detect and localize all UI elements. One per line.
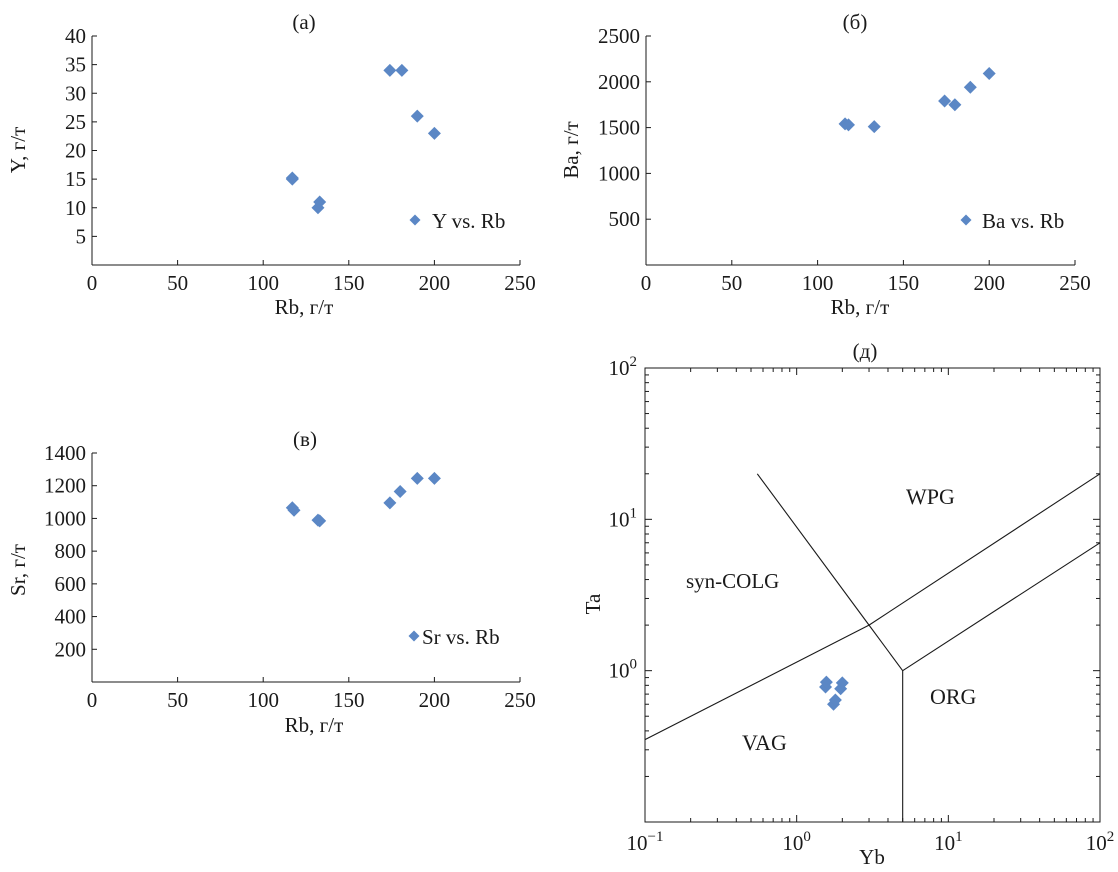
x-tick-label-v-0: 0	[87, 688, 98, 712]
x-tick-label-a-250: 250	[504, 271, 536, 295]
chart-title-b: (б)	[843, 10, 868, 34]
field-boundary-5	[902, 542, 1101, 672]
legend-marker-v	[408, 630, 420, 642]
data-point-v-7	[427, 471, 441, 485]
chart-title-a: (а)	[292, 10, 315, 34]
legend-label-a: Y vs. Rb	[432, 209, 505, 233]
x-tick-label-b-250: 250	[1059, 271, 1091, 295]
y-tick-label-v-600: 600	[55, 572, 87, 596]
data-point-v-3	[313, 514, 327, 528]
y-axis-label-a: Y, г/т	[6, 127, 30, 174]
x-tick-label-v-50: 50	[167, 688, 188, 712]
chart-title-v: (в)	[293, 427, 317, 451]
x-tick-label-v-150: 150	[333, 688, 365, 712]
data-point-a-6	[410, 109, 424, 123]
data-point-v-5	[393, 484, 407, 498]
y-tick-label-v-200: 200	[55, 637, 87, 661]
x-tick-label-d-3: 102	[1086, 829, 1115, 855]
field-boundary-2	[756, 473, 870, 626]
data-point-b-6	[982, 67, 996, 81]
x-tick-label-a-100: 100	[247, 271, 279, 295]
data-point-a-7	[427, 126, 441, 140]
field-label-vag: VAG	[742, 730, 787, 755]
data-point-b-3	[938, 94, 952, 108]
x-tick-label-d-2: 101	[934, 829, 963, 855]
y-tick-label-a-5: 5	[76, 224, 87, 248]
x-tick-label-d-0: 10−1	[627, 829, 664, 855]
y-tick-label-a-20: 20	[65, 139, 86, 163]
x-tick-label-v-250: 250	[504, 688, 536, 712]
y-tick-label-v-400: 400	[55, 605, 87, 629]
y-tick-label-d-2: 102	[609, 354, 638, 380]
chart-panel-b: (б) Rb, г/т Ba, г/т Ba vs. Rb 0 50 100 150 2…	[559, 10, 1091, 319]
data-point-d-1	[819, 675, 833, 689]
data-point-b-1	[841, 118, 855, 132]
y-tick-label-d-1: 101	[609, 505, 638, 531]
y-axis-label-b: Ba, г/т	[559, 121, 583, 178]
field-label-org: ORG	[930, 684, 977, 709]
legend-label-v: Sr vs. Rb	[422, 625, 500, 649]
y-tick-label-b-2000: 2000	[598, 70, 640, 94]
chart-title-d: (д)	[853, 339, 878, 363]
y-tick-label-a-25: 25	[65, 110, 86, 134]
data-point-b-4	[948, 98, 962, 112]
y-tick-label-b-1000: 1000	[598, 161, 640, 185]
x-tick-label-v-200: 200	[419, 688, 451, 712]
y-tick-label-d-0: 100	[609, 657, 638, 683]
data-point-b-5	[963, 80, 977, 94]
data-point-v-4	[383, 496, 397, 510]
y-tick-label-b-2500: 2500	[598, 24, 640, 48]
chart-panel-d: (д) Yb Ta WPG syn-COLG VAG ORG 10−1 100 10…	[581, 339, 1114, 869]
field-boundary-0	[644, 624, 870, 741]
y-tick-label-b-500: 500	[609, 207, 641, 231]
x-tick-label-b-0: 0	[641, 271, 652, 295]
data-point-a-1	[285, 172, 299, 186]
field-boundary-3	[868, 624, 904, 671]
field-label-syn-colg: syn-COLG	[686, 569, 779, 593]
y-tick-label-v-1400: 1400	[44, 441, 86, 465]
data-point-a-4	[383, 63, 397, 77]
data-point-v-1	[287, 503, 301, 517]
x-axis-label-a: Rb, г/т	[275, 295, 334, 319]
x-tick-label-a-0: 0	[87, 271, 98, 295]
x-tick-label-a-50: 50	[167, 271, 188, 295]
y-tick-label-v-800: 800	[55, 539, 87, 563]
data-point-v-6	[410, 471, 424, 485]
y-axis-label-d: Ta	[581, 593, 605, 614]
x-axis-label-b: Rb, г/т	[831, 295, 890, 319]
chart-panel-v: (в) Rb, г/т Sr, г/т Sr vs. Rb 0 50 100 150 2…	[6, 427, 536, 737]
field-label-wpg: WPG	[906, 484, 955, 509]
x-tick-label-v-100: 100	[247, 688, 279, 712]
data-point-a-3	[313, 195, 327, 209]
y-tick-label-a-30: 30	[65, 81, 86, 105]
x-tick-label-b-50: 50	[721, 271, 742, 295]
y-tick-label-b-1500: 1500	[598, 116, 640, 140]
x-tick-label-b-150: 150	[888, 271, 920, 295]
y-tick-label-v-1000: 1000	[44, 506, 86, 530]
legend-marker-a	[409, 214, 421, 226]
x-tick-label-a-150: 150	[333, 271, 365, 295]
legend-label-b: Ba vs. Rb	[982, 209, 1064, 233]
x-tick-label-b-100: 100	[802, 271, 834, 295]
y-tick-label-a-35: 35	[65, 53, 86, 77]
x-axis-label-d: Yb	[859, 845, 885, 869]
y-tick-label-a-10: 10	[65, 196, 86, 220]
plot-frame-d	[644, 367, 1101, 823]
data-point-b-2	[867, 120, 881, 134]
y-tick-label-v-1200: 1200	[44, 474, 86, 498]
data-point-a-5	[395, 63, 409, 77]
field-boundary-1	[868, 473, 1101, 626]
data-point-d-5	[835, 676, 849, 690]
x-tick-label-a-200: 200	[419, 271, 451, 295]
data-point-d-3	[828, 693, 842, 707]
x-tick-label-d-1: 100	[782, 829, 811, 855]
legend-marker-b	[960, 214, 972, 226]
y-tick-label-a-40: 40	[65, 24, 86, 48]
chart-panel-a: (а) Rb, г/т Y, г/т Y vs. Rb 0 50 100 150 200…	[6, 10, 536, 319]
x-tick-label-b-200: 200	[973, 271, 1005, 295]
x-axis-label-v: Rb, г/т	[285, 713, 344, 737]
y-tick-label-a-15: 15	[65, 167, 86, 191]
y-axis-label-v: Sr, г/т	[6, 544, 30, 596]
